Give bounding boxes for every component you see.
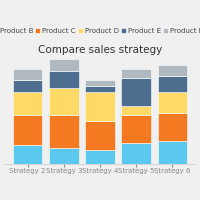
Bar [49, 148, 79, 164]
Legend: Product B, Product C, Product D, Product E, Product F: Product B, Product C, Product D, Product… [0, 27, 200, 34]
Bar [85, 150, 115, 164]
Bar [121, 143, 151, 164]
Bar [85, 92, 115, 121]
Bar [85, 121, 115, 150]
Bar [85, 86, 115, 92]
Bar [121, 106, 151, 115]
Bar [49, 59, 79, 71]
Bar [13, 69, 42, 80]
Bar [13, 115, 42, 145]
Bar [158, 65, 187, 76]
Bar [13, 80, 42, 92]
Bar [49, 88, 79, 115]
Bar [121, 78, 151, 106]
Bar [121, 115, 151, 143]
Bar [158, 113, 187, 141]
Bar [85, 80, 115, 86]
Bar [49, 115, 79, 148]
Bar [13, 145, 42, 164]
Bar [121, 69, 151, 78]
Bar [158, 92, 187, 113]
Bar [158, 76, 187, 92]
Bar [49, 71, 79, 88]
Title: Compare sales strategy: Compare sales strategy [38, 45, 162, 55]
Bar [13, 92, 42, 115]
Bar [158, 141, 187, 164]
